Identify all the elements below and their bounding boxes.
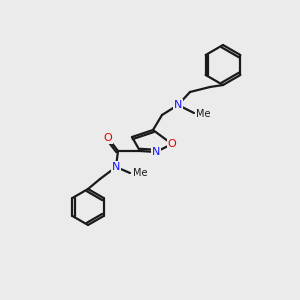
Text: N: N — [112, 162, 120, 172]
Text: N: N — [152, 147, 160, 157]
Text: Me: Me — [133, 168, 148, 178]
Text: O: O — [103, 133, 112, 143]
Text: O: O — [168, 139, 176, 149]
Text: N: N — [174, 100, 182, 110]
Text: Me: Me — [196, 109, 211, 119]
